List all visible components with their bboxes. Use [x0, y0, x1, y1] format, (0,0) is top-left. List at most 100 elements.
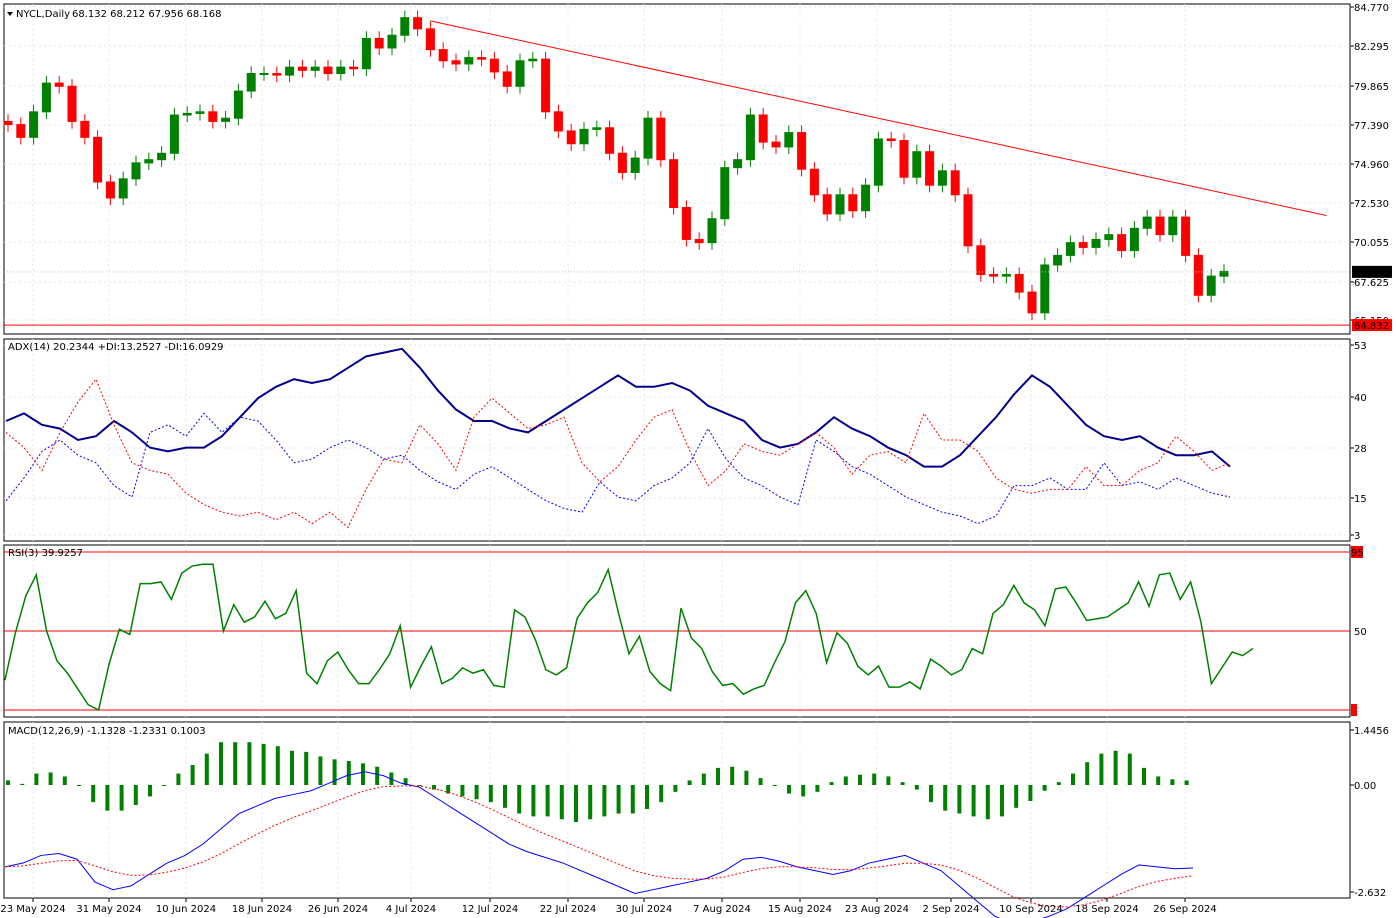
candle[interactable]	[464, 57, 474, 65]
candle[interactable]	[451, 60, 461, 65]
candle[interactable]	[566, 130, 576, 145]
rsi-line[interactable]	[4, 563, 1254, 712]
candle[interactable]	[822, 194, 832, 215]
candle[interactable]	[41, 82, 51, 113]
candle[interactable]	[797, 132, 807, 170]
candle[interactable]	[899, 140, 909, 178]
candle[interactable]	[118, 178, 128, 199]
candle[interactable]	[80, 120, 90, 138]
candle[interactable]	[259, 73, 269, 76]
candle[interactable]	[950, 170, 960, 196]
candle[interactable]	[208, 111, 218, 122]
candle[interactable]	[515, 60, 525, 87]
candle[interactable]	[489, 58, 499, 73]
candle[interactable]	[169, 114, 179, 154]
trendline[interactable]	[430, 20, 1327, 216]
candle[interactable]	[809, 168, 819, 196]
candle[interactable]	[285, 66, 295, 76]
plus-di-line[interactable]	[5, 412, 1231, 525]
candle[interactable]	[541, 58, 551, 113]
candle[interactable]	[1104, 234, 1114, 240]
candle[interactable]	[643, 117, 653, 159]
candle[interactable]	[1001, 274, 1011, 277]
candle[interactable]	[835, 194, 845, 215]
candle[interactable]	[221, 117, 231, 122]
candle[interactable]	[720, 167, 730, 220]
candle[interactable]	[1027, 291, 1037, 314]
candle[interactable]	[937, 170, 947, 186]
candle[interactable]	[886, 138, 896, 142]
candle[interactable]	[745, 114, 755, 161]
candle[interactable]	[1053, 254, 1063, 266]
candle[interactable]	[272, 73, 282, 76]
candle[interactable]	[67, 85, 77, 122]
candle[interactable]	[361, 37, 371, 70]
candle[interactable]	[771, 141, 781, 148]
candle[interactable]	[707, 218, 717, 244]
candle[interactable]	[989, 274, 999, 277]
candle[interactable]	[592, 127, 602, 130]
candle[interactable]	[349, 66, 359, 70]
adx-pane[interactable]	[3, 338, 1351, 542]
candle[interactable]	[400, 17, 410, 36]
candle[interactable]	[233, 90, 243, 119]
candle[interactable]	[669, 159, 679, 209]
candle[interactable]	[963, 194, 973, 247]
candle[interactable]	[873, 138, 883, 186]
candle[interactable]	[1155, 216, 1165, 236]
candle[interactable]	[694, 238, 704, 244]
candle[interactable]	[29, 111, 39, 138]
candle[interactable]	[502, 71, 512, 87]
candle[interactable]	[1065, 242, 1075, 256]
candle[interactable]	[925, 151, 935, 186]
candle[interactable]	[477, 57, 487, 60]
candle[interactable]	[976, 245, 986, 276]
candle[interactable]	[1193, 254, 1203, 296]
candle[interactable]	[617, 152, 627, 173]
candle[interactable]	[16, 124, 26, 138]
candle[interactable]	[630, 157, 640, 173]
dropdown-icon[interactable]	[7, 12, 13, 16]
candle[interactable]	[323, 66, 333, 75]
candle[interactable]	[861, 184, 871, 212]
candle[interactable]	[912, 151, 922, 178]
candle[interactable]	[182, 112, 192, 116]
candle[interactable]	[374, 37, 384, 49]
signal-line[interactable]	[4, 785, 1194, 908]
candle[interactable]	[579, 128, 589, 145]
candle[interactable]	[93, 136, 103, 183]
candle[interactable]	[1142, 216, 1152, 229]
candle[interactable]	[1181, 216, 1191, 256]
macd-line[interactable]	[4, 771, 1194, 918]
candle[interactable]	[3, 120, 13, 126]
candle[interactable]	[1117, 234, 1127, 252]
candle[interactable]	[681, 207, 691, 240]
candle[interactable]	[105, 181, 115, 199]
candle[interactable]	[1040, 264, 1050, 314]
candle[interactable]	[605, 127, 615, 154]
candle[interactable]	[553, 111, 563, 132]
candle[interactable]	[733, 159, 743, 169]
candle[interactable]	[758, 114, 768, 143]
candle[interactable]	[656, 117, 666, 161]
candle[interactable]	[1219, 270, 1229, 277]
candle[interactable]	[425, 28, 435, 51]
candle[interactable]	[336, 66, 346, 75]
candle[interactable]	[438, 49, 448, 62]
candle[interactable]	[1091, 238, 1101, 248]
candle[interactable]	[54, 82, 64, 87]
candle[interactable]	[310, 66, 320, 71]
candle[interactable]	[1014, 274, 1024, 293]
candle[interactable]	[784, 132, 794, 148]
macd-pane[interactable]	[3, 721, 1351, 899]
candle[interactable]	[848, 194, 858, 212]
candle[interactable]	[528, 58, 538, 62]
candle[interactable]	[297, 66, 307, 71]
candle[interactable]	[387, 34, 397, 49]
candle[interactable]	[246, 73, 256, 92]
candle[interactable]	[1078, 242, 1088, 248]
candle[interactable]	[144, 159, 154, 164]
candle[interactable]	[1129, 227, 1139, 252]
candle[interactable]	[157, 152, 167, 161]
